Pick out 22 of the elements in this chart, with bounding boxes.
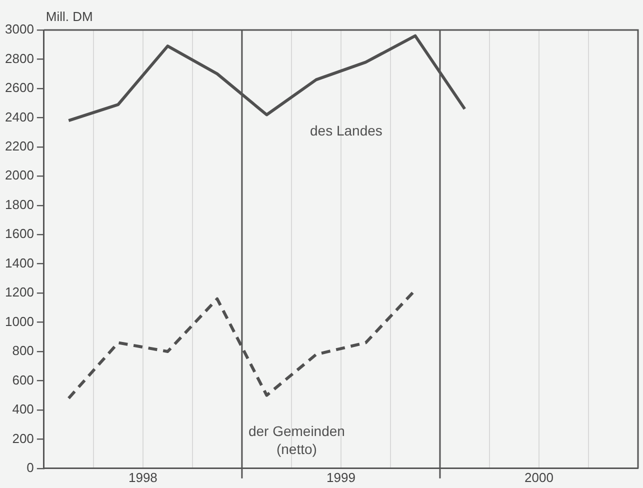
y-tick-label: 3000: [5, 22, 34, 37]
y-tick-label: 200: [12, 430, 34, 446]
y-tick-label: 1400: [5, 255, 34, 270]
y-tick-label: 2400: [5, 109, 34, 124]
x-tick-label: 2000: [524, 470, 554, 485]
y-tick-label: 800: [12, 343, 34, 358]
y-tick-label: 0: [26, 460, 34, 475]
text: der Gemeinden (netto): [248, 423, 345, 458]
y-tick-label: 1800: [5, 196, 34, 212]
y-tick-label: 1200: [5, 284, 34, 300]
y-axis-title: Mill. DM: [46, 9, 93, 24]
text: des Landes: [310, 122, 382, 139]
x-tick-label: 1998: [128, 470, 158, 485]
y-tick-label: 2800: [5, 50, 34, 66]
x-tick-label: 1999: [326, 470, 356, 485]
y-tick-label: 2200: [5, 138, 34, 154]
y-tick-label: 1000: [5, 314, 34, 329]
y-tick-label: 2600: [5, 80, 34, 96]
y-tick-label: 600: [12, 372, 34, 388]
y-tick-label: 2000: [5, 168, 34, 183]
y-tick-label: 400: [12, 402, 34, 417]
y-tick-label: 1600: [5, 226, 34, 242]
